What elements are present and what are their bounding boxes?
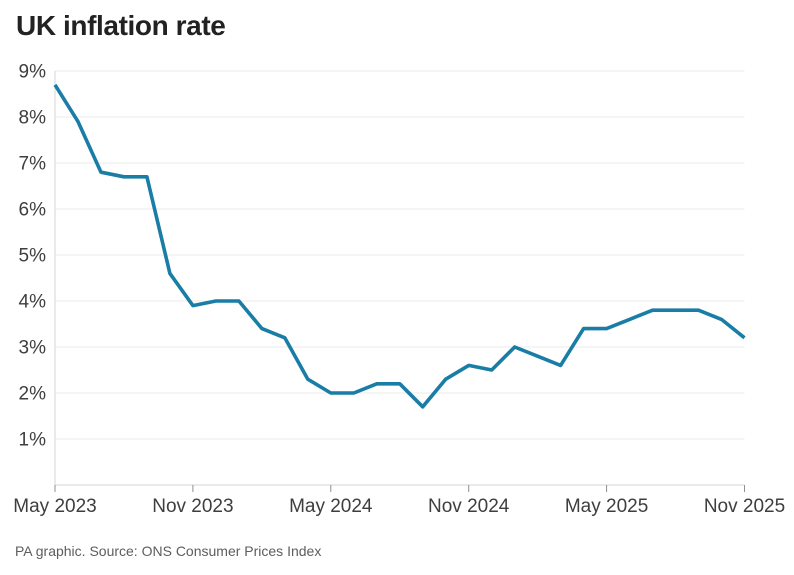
y-tick-label: 6% (19, 200, 47, 221)
x-tick-label: May 2024 (289, 496, 373, 517)
x-tick-label: Nov 2025 (704, 496, 785, 517)
x-tick-label: May 2025 (565, 496, 648, 517)
y-tick-label: 1% (19, 430, 47, 451)
inflation-rate-line (53, 83, 746, 409)
y-tick-label: 9% (19, 62, 47, 83)
y-tick-label: 5% (19, 246, 47, 267)
x-tick-label: Nov 2023 (152, 496, 233, 517)
y-tick-label: 8% (19, 108, 47, 129)
y-tick-label: 7% (19, 154, 47, 175)
y-tick-label: 2% (19, 384, 47, 405)
x-tick-label: May 2023 (13, 496, 96, 517)
y-tick-label: 3% (19, 338, 47, 359)
x-tick-label: Nov 2024 (428, 496, 510, 517)
y-tick-label: 4% (19, 292, 47, 313)
source-caption: PA graphic. Source: ONS Consumer Prices … (15, 543, 322, 559)
chart-title: UK inflation rate (16, 10, 226, 41)
